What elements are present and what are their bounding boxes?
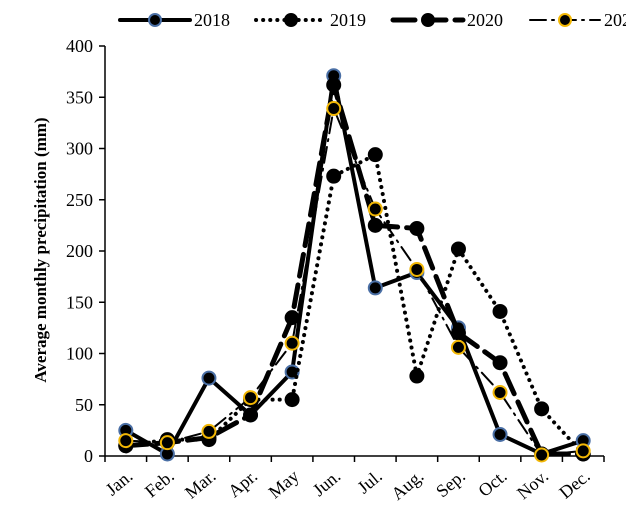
y-tick-label: 100 (66, 344, 93, 364)
legend-item-2021: 2021 (529, 10, 626, 30)
data-point-2021 (118, 433, 134, 449)
data-point-2021 (575, 443, 591, 459)
data-point-2021 (534, 447, 550, 463)
legend-item-2019: 2019 (254, 10, 366, 30)
y-tick-label: 350 (66, 87, 93, 107)
x-tick-label: Sep. (432, 466, 469, 502)
data-point-2020 (367, 217, 383, 233)
x-tick-label: Feb. (141, 466, 178, 502)
x-tick-label: Apr. (224, 466, 261, 502)
y-tick-label: 300 (66, 139, 93, 159)
data-point-2021 (409, 261, 425, 277)
y-axis-title: Average monthly precipitation (mm) (31, 117, 50, 382)
data-point-2019 (326, 168, 342, 184)
x-tick-label: Dec. (555, 466, 594, 503)
x-tick-label: May (265, 466, 303, 503)
y-tick-label: 250 (66, 190, 93, 210)
legend-label-2021: 2021 (604, 10, 626, 30)
data-point-2020 (326, 77, 342, 93)
series-line-2020 (123, 82, 586, 457)
x-tick-label: Jul. (353, 466, 385, 498)
data-point-2021 (492, 384, 508, 400)
x-tick-label: Mar. (181, 466, 220, 503)
y-tick-label: 400 (66, 36, 93, 56)
data-point-2019 (284, 392, 300, 408)
series-2020 (118, 77, 591, 462)
legend: 2018 2019 2020 2021 (118, 10, 626, 30)
data-point-2020 (243, 407, 259, 423)
x-tick-label: Oct. (474, 466, 510, 501)
legend-label-2020: 2020 (467, 10, 503, 30)
data-point-2019 (409, 368, 425, 384)
series-line-2019 (123, 152, 586, 456)
x-tick-label: Nov. (513, 466, 552, 503)
legend-marker-2019 (284, 13, 298, 27)
legend-label-2019: 2019 (330, 10, 366, 30)
legend-marker-2021 (558, 13, 572, 27)
x-tick-label: Jan. (102, 466, 137, 500)
data-point-2018 (201, 370, 217, 386)
data-point-2018 (492, 426, 508, 442)
data-point-2021 (284, 335, 300, 351)
data-point-2021 (326, 101, 342, 117)
data-point-2021 (450, 339, 466, 355)
data-point-2020 (492, 355, 508, 371)
data-point-2020 (284, 310, 300, 326)
data-point-2019 (534, 401, 550, 417)
data-point-2020 (450, 325, 466, 341)
y-tick-label: 50 (75, 395, 93, 415)
series-line-2018 (123, 73, 586, 456)
legend-label-2018: 2018 (194, 10, 230, 30)
data-point-2020 (409, 220, 425, 236)
series-line-2021 (124, 107, 585, 456)
y-tick-label: 200 (66, 241, 93, 261)
series-2021 (118, 101, 591, 463)
data-point-2019 (367, 147, 383, 163)
legend-marker-2018 (148, 13, 162, 27)
legend-item-2020: 2020 (390, 10, 503, 30)
legend-marker-2020 (421, 13, 435, 27)
data-point-2019 (492, 303, 508, 319)
data-point-2018 (367, 280, 383, 296)
data-point-2021 (243, 390, 259, 406)
data-point-2021 (201, 423, 217, 439)
legend-item-2018: 2018 (118, 10, 230, 30)
data-point-2021 (367, 201, 383, 217)
x-tick-label: Jun. (309, 466, 344, 500)
x-tick-label: Aug. (387, 466, 427, 504)
y-tick-label: 0 (84, 446, 93, 466)
series-lines (118, 68, 591, 463)
y-tick-label: 150 (66, 292, 93, 312)
data-point-2021 (159, 435, 175, 451)
data-point-2019 (450, 241, 466, 257)
